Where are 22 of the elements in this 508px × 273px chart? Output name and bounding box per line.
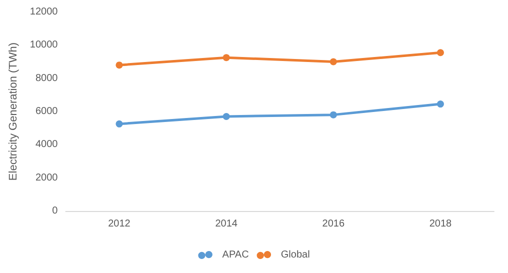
point	[116, 120, 123, 128]
y-tick-label: 4000	[35, 139, 58, 150]
x-tick-label: 2018	[429, 218, 452, 230]
y-tick-label: 0	[52, 206, 58, 216]
y-tick-label: 2000	[35, 172, 58, 184]
legend-label: APAC	[222, 250, 249, 260]
point	[436, 100, 444, 108]
y-tick-label: 12000	[30, 6, 58, 18]
x-tick-label: 2016	[322, 218, 345, 230]
legend-label: Global	[280, 250, 310, 260]
point	[222, 54, 230, 62]
point	[222, 112, 230, 120]
x-tick-label: 2012	[108, 218, 131, 230]
y-tick-label: 6000	[35, 106, 58, 117]
x-tick-label: 2014	[215, 218, 238, 230]
y-tick-label: 8000	[35, 72, 58, 84]
y-axis-title: Electricity Generation (TWh)	[8, 42, 20, 181]
point	[330, 58, 337, 66]
point	[436, 49, 444, 56]
point	[330, 111, 337, 118]
y-tick-label: 10000	[30, 40, 58, 51]
point	[116, 62, 123, 69]
